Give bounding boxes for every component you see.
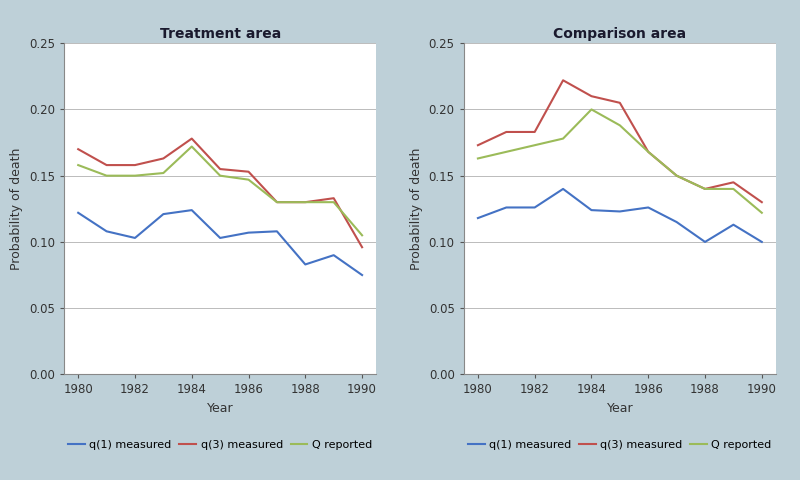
Title: Comparison area: Comparison area <box>554 27 686 41</box>
X-axis label: Year: Year <box>606 402 633 415</box>
Y-axis label: Probability of death: Probability of death <box>410 148 423 270</box>
Y-axis label: Probability of death: Probability of death <box>10 148 23 270</box>
Title: Treatment area: Treatment area <box>159 27 281 41</box>
Legend: q(1) measured, q(3) measured, Q reported: q(1) measured, q(3) measured, Q reported <box>468 440 772 450</box>
Legend: q(1) measured, q(3) measured, Q reported: q(1) measured, q(3) measured, Q reported <box>68 440 372 450</box>
X-axis label: Year: Year <box>207 402 234 415</box>
